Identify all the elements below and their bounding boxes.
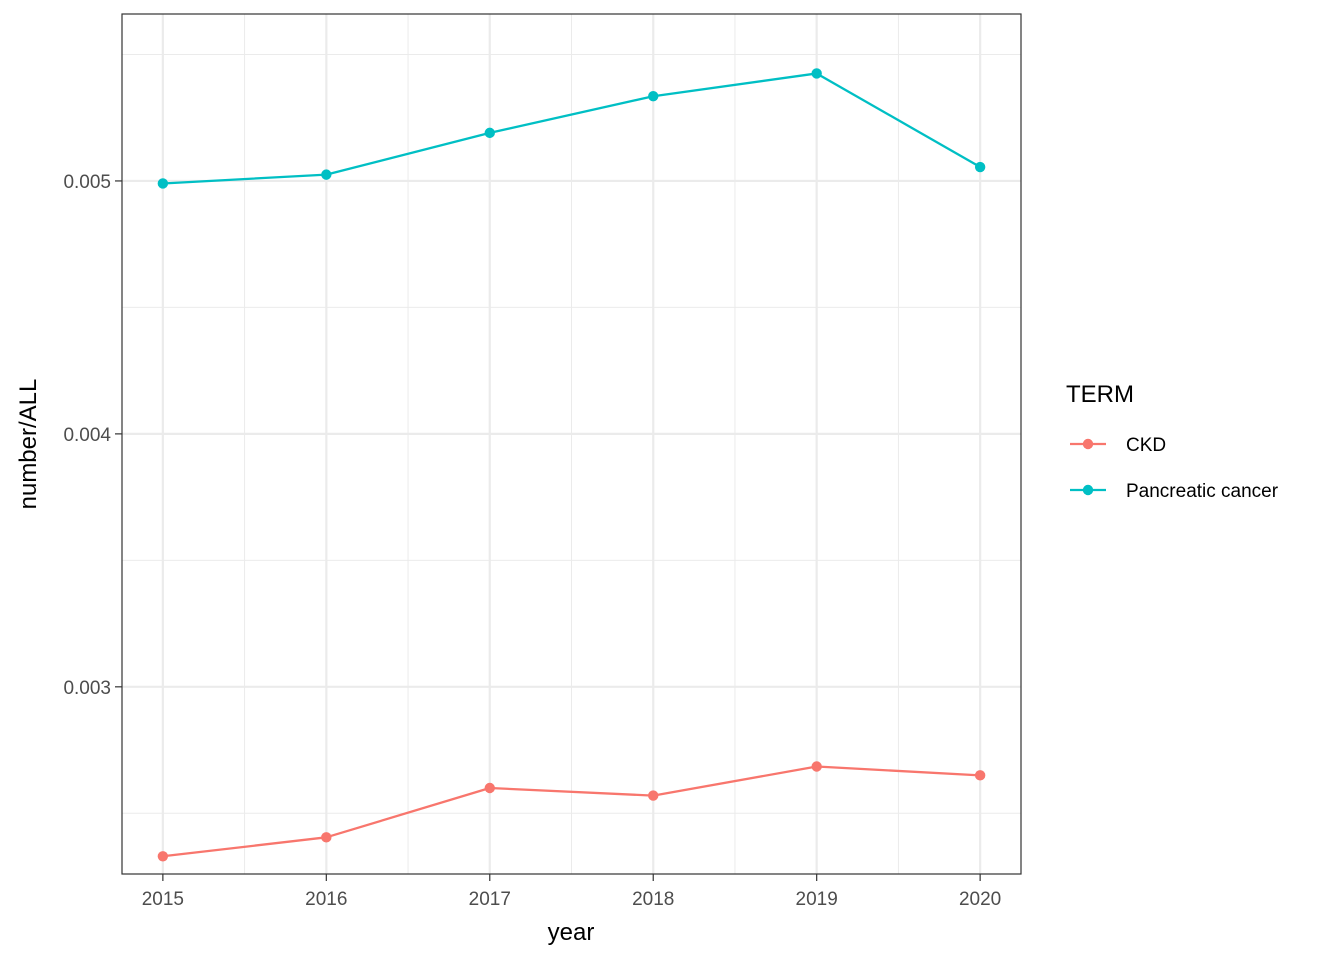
x-tick-label: 2015 [142,889,184,910]
data-point-ckd [648,790,659,801]
series-line-ckd [162,765,981,858]
legend-items: CKD Pancreatic cancer [1070,435,1279,502]
data-point-pancreatic-cancer [974,161,986,173]
axis-ticks [115,180,981,881]
legend-title: TERM [1066,381,1134,408]
legend-item-ckd: CKD [1070,435,1166,456]
data-point-pancreatic-cancer [157,178,169,189]
y-tick-label: 0.005 [63,172,111,193]
data-point-pancreatic-cancer [648,91,659,102]
data-point-ckd [974,770,986,781]
x-tick-label: 2019 [796,889,838,910]
x-tick-label: 2016 [305,889,347,910]
data-point-ckd [811,761,822,772]
legend-item-pancreatic-cancer: Pancreatic cancer [1070,481,1279,502]
data-point-ckd [321,832,332,843]
plot-border [121,13,1022,875]
legend: TERM CKD Pancreatic cancer [1066,381,1279,502]
minor-grid [122,14,1021,874]
major-grid [122,14,1021,874]
data-point-ckd [484,782,495,794]
data-point-pancreatic-cancer [484,127,495,139]
y-tick-label: 0.003 [63,678,111,699]
data-point-pancreatic-cancer [321,169,332,180]
legend-label: Pancreatic cancer [1126,481,1279,502]
data-point-pancreatic-cancer [811,68,822,79]
x-axis-title: year [548,919,595,946]
series-pancreatic-cancer [157,68,986,189]
data-point-ckd [157,851,169,862]
x-tick-labels: 2015 2016 2017 2018 2019 2020 [142,889,1002,910]
x-tick-label: 2017 [469,889,511,910]
legend-label: CKD [1126,435,1166,456]
legend-key-point [1082,484,1094,496]
x-tick-label: 2020 [959,889,1001,910]
y-tick-labels: 0.003 0.004 0.005 [63,172,111,699]
series-ckd [157,761,986,862]
series-layer [157,68,986,862]
x-tick-label: 2018 [632,889,674,910]
y-tick-label: 0.004 [63,425,111,446]
series-line-pancreatic-cancer [162,72,981,185]
y-axis-title: number/ALL [15,379,42,510]
legend-key-point [1082,438,1094,450]
